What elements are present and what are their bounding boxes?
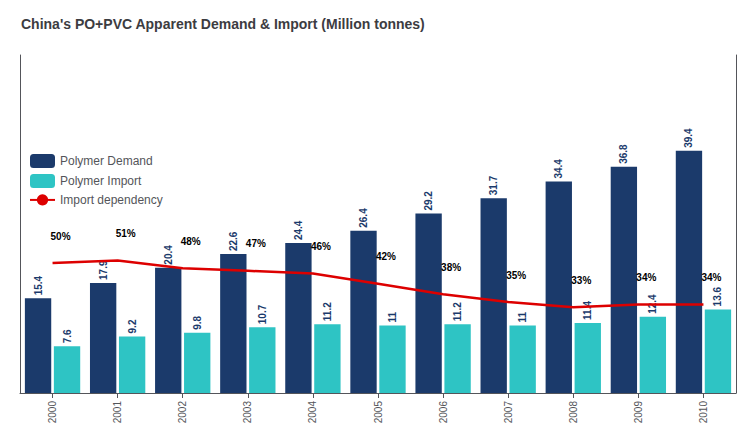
svg-text:13.6: 13.6: [712, 287, 723, 307]
svg-text:11: 11: [387, 311, 398, 322]
svg-text:47%: 47%: [246, 238, 266, 249]
svg-text:2006: 2006: [438, 401, 449, 424]
svg-text:39.4: 39.4: [683, 128, 694, 148]
svg-text:17.9: 17.9: [98, 260, 109, 280]
svg-text:2008: 2008: [568, 401, 579, 424]
svg-text:Import dependency: Import dependency: [60, 193, 163, 207]
svg-text:10.7: 10.7: [257, 304, 268, 324]
svg-text:29.2: 29.2: [423, 191, 434, 211]
svg-text:26.4: 26.4: [358, 208, 369, 228]
svg-text:38%: 38%: [441, 262, 461, 273]
svg-text:22.6: 22.6: [228, 231, 239, 251]
svg-text:35%: 35%: [506, 270, 526, 281]
svg-text:15.4: 15.4: [33, 275, 44, 295]
svg-text:2004: 2004: [307, 401, 318, 424]
svg-text:2009: 2009: [633, 401, 644, 424]
svg-text:Polymer Import: Polymer Import: [60, 174, 142, 188]
svg-text:2005: 2005: [373, 401, 384, 424]
svg-text:12.4: 12.4: [647, 294, 659, 314]
svg-text:7.6: 7.6: [62, 329, 73, 343]
svg-text:31.7: 31.7: [488, 175, 499, 195]
svg-text:2010: 2010: [698, 401, 709, 424]
svg-text:33%: 33%: [571, 275, 591, 286]
svg-text:34.4: 34.4: [553, 159, 564, 179]
svg-text:11.4: 11.4: [582, 301, 593, 320]
svg-text:36.8: 36.8: [618, 144, 629, 164]
svg-text:2000: 2000: [47, 401, 58, 424]
svg-text:42%: 42%: [376, 251, 396, 262]
svg-text:11.2: 11.2: [322, 302, 333, 321]
svg-text:11.2: 11.2: [452, 302, 463, 321]
svg-text:11: 11: [517, 311, 528, 322]
svg-text:2003: 2003: [242, 401, 253, 424]
svg-text:2007: 2007: [503, 401, 514, 424]
svg-text:34%: 34%: [701, 272, 721, 283]
svg-text:34%: 34%: [636, 272, 656, 283]
svg-text:46%: 46%: [311, 241, 331, 252]
svg-text:2001: 2001: [112, 401, 123, 424]
svg-text:9.8: 9.8: [192, 315, 203, 329]
svg-text:China's PO+PVC Apparent Demand: China's PO+PVC Apparent Demand & Import …: [21, 16, 425, 32]
svg-text:2002: 2002: [177, 401, 188, 424]
svg-text:24.4: 24.4: [293, 220, 304, 240]
svg-text:Polymer Demand: Polymer Demand: [60, 154, 153, 168]
svg-text:50%: 50%: [51, 231, 71, 242]
svg-text:51%: 51%: [116, 228, 136, 239]
svg-text:9.2: 9.2: [127, 319, 138, 333]
svg-text:20.4: 20.4: [163, 245, 174, 265]
svg-text:48%: 48%: [181, 236, 201, 247]
